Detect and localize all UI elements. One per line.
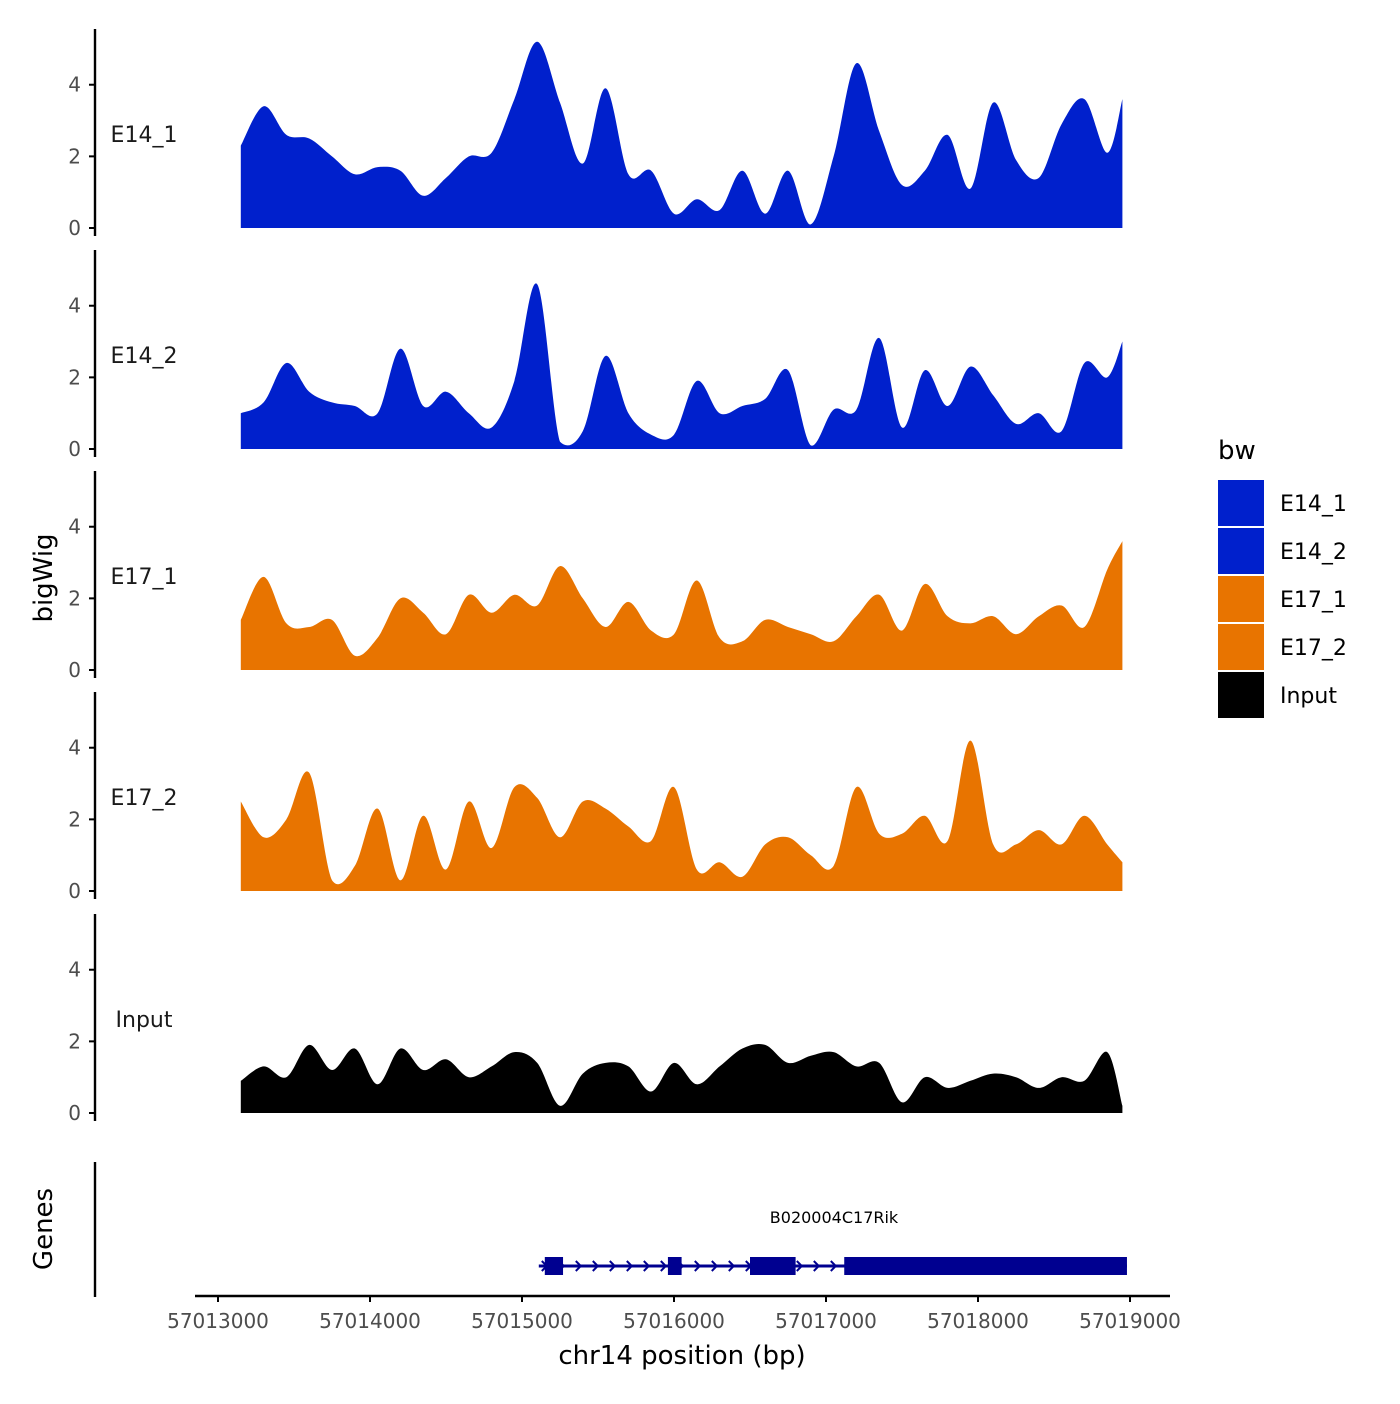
track-label: E14_2	[111, 344, 178, 369]
y-tick-label: 2	[68, 1029, 81, 1053]
gene-exon	[844, 1257, 1127, 1275]
genes-axis-title: Genes	[29, 1188, 59, 1270]
y-tick-label: 4	[68, 958, 81, 982]
track-e17-2: 0 2 4 E17_2	[68, 692, 1123, 903]
gene-name-label: B020004C17Rik	[770, 1208, 899, 1227]
legend-label: E17_1	[1280, 588, 1347, 613]
legend: bw E14_1 E14_2 E17_1 E17_2 Input	[1218, 436, 1347, 718]
y-tick-label: 4	[68, 736, 81, 760]
strand-arrow	[728, 1260, 736, 1272]
genes-track: B020004C17Rik	[93, 1162, 1127, 1297]
track-e14-1: 0 2 4 E14_1	[68, 29, 1123, 240]
gene-exon	[750, 1257, 796, 1275]
strand-arrow	[694, 1260, 702, 1272]
track-label: Input	[116, 1008, 173, 1033]
y-tick-label: 0	[68, 879, 81, 903]
area-e14-2	[240, 283, 1123, 449]
tracks-group: 0 2 4 E14_1 0 2 4 E14_2 0 2 4 E17_1 0 2 4 E17_2 0 2 4 Input	[68, 29, 1123, 1125]
x-tick-label: 57015000	[471, 1309, 573, 1333]
x-tick-label: 57016000	[623, 1309, 725, 1333]
strand-arrow	[643, 1260, 651, 1272]
gene-exon	[544, 1257, 564, 1275]
legend-label: E14_2	[1280, 540, 1347, 565]
gene-model	[538, 1257, 1127, 1275]
y-tick-label: 0	[68, 216, 81, 240]
strand-arrow	[626, 1260, 634, 1272]
strand-arrow	[592, 1260, 600, 1272]
y-tick-label: 2	[68, 586, 81, 610]
legend-swatch	[1218, 672, 1264, 718]
x-axis-title: chr14 position (bp)	[558, 1341, 805, 1371]
track-e14-2: 0 2 4 E14_2	[68, 250, 1123, 461]
x-axis: 57013000 57014000 57015000 57016000 57017000…	[167, 1294, 1181, 1333]
legend-label: E17_2	[1280, 636, 1347, 661]
legend-swatch	[1218, 528, 1264, 574]
strand-arrow	[796, 1260, 804, 1272]
strand-arrow	[813, 1260, 821, 1272]
strand-arrow	[609, 1260, 617, 1272]
track-label: E14_1	[111, 123, 178, 148]
strand-arrow	[830, 1260, 838, 1272]
y-tick-label: 4	[68, 294, 81, 318]
y-tick-label: 4	[68, 515, 81, 539]
x-tick-label: 57013000	[167, 1309, 269, 1333]
strand-arrow	[660, 1260, 668, 1272]
area-e17-1	[240, 541, 1123, 670]
legend-swatch	[1218, 576, 1264, 622]
y-tick-label: 2	[68, 144, 81, 168]
strand-arrow	[575, 1260, 583, 1272]
y-tick-label: 0	[68, 437, 81, 461]
legend-items: E14_1 E14_2 E17_1 E17_2 Input	[1218, 480, 1347, 718]
legend-title: bw	[1218, 436, 1256, 466]
legend-label: Input	[1280, 684, 1337, 709]
y-tick-label: 2	[68, 365, 81, 389]
track-label: E17_1	[111, 565, 178, 590]
track-input: 0 2 4 Input	[68, 914, 1123, 1125]
track-e17-1: 0 2 4 E17_1	[68, 471, 1123, 682]
strand-arrow	[711, 1260, 719, 1272]
x-tick-label: 57018000	[927, 1309, 1029, 1333]
gene-exon	[667, 1257, 682, 1275]
y-tick-label: 4	[68, 73, 81, 97]
y-tick-label: 0	[68, 1101, 81, 1125]
y-tick-label: 2	[68, 807, 81, 831]
x-tick-label: 57019000	[1079, 1309, 1181, 1333]
area-e14-1	[240, 41, 1123, 228]
legend-swatch	[1218, 480, 1264, 526]
x-tick-label: 57017000	[775, 1309, 877, 1333]
y-tick-label: 0	[68, 658, 81, 682]
area-e17-2	[240, 740, 1123, 891]
legend-label: E14_1	[1280, 492, 1347, 517]
x-tick-label: 57014000	[319, 1309, 421, 1333]
track-label: E17_2	[111, 786, 178, 811]
area-input	[240, 1043, 1123, 1113]
y-axis-title: bigWig	[29, 533, 59, 622]
legend-swatch	[1218, 624, 1264, 670]
